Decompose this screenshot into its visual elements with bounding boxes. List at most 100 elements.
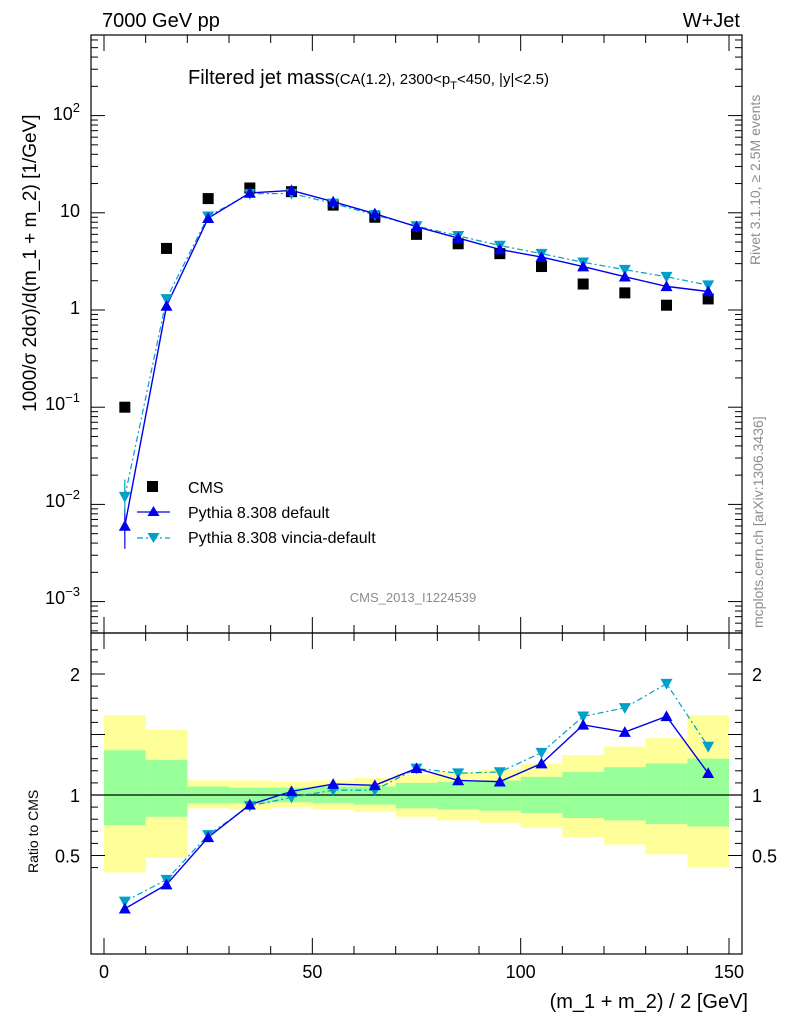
- series-line-vincia: [124, 192, 709, 497]
- ratio-default-point-10: [535, 757, 548, 769]
- ratio-vincia-point-14: [702, 741, 715, 753]
- default-point-8: [452, 232, 465, 243]
- band-inner-1: [145, 759, 188, 817]
- legend-marker-vincia: [147, 533, 160, 543]
- band-inner-13: [645, 763, 688, 825]
- vincia-point-12: [618, 264, 631, 276]
- default-point-1: [160, 299, 173, 311]
- ratio-uncertainty-bands: [104, 715, 729, 873]
- default-point-9: [493, 243, 506, 255]
- default-point-6: [368, 207, 381, 219]
- ratio-default-point-0: [118, 902, 131, 914]
- band-inner-0: [104, 750, 146, 826]
- ratio-default-point-12: [618, 726, 631, 737]
- cms-point-7: [411, 228, 422, 240]
- y-tick-label-1e2: 102: [53, 100, 80, 124]
- y-tick-label-1e-2: 10−2: [45, 487, 80, 511]
- x-axis-label: (m_1 + m_2) / 2 [GeV]: [550, 991, 748, 1013]
- band-inner-8: [437, 781, 479, 810]
- default-point-12: [618, 270, 631, 282]
- main-y-tick-labels: 10−3 10−2 10−1 1 10 102: [45, 100, 80, 608]
- legend-marker-default: [147, 506, 160, 516]
- ratio-y-axis-label: Ratio to CMS: [25, 790, 41, 873]
- y-tick-label-1e-3: 10−3: [45, 584, 80, 608]
- ratio-default-point-5: [327, 778, 340, 789]
- main-series-layer: [118, 182, 715, 549]
- ratio-tick-label-right-1: 1: [752, 786, 762, 806]
- ratio-vincia-point-10: [535, 747, 548, 759]
- default-point-0: [118, 519, 131, 531]
- default-point-5: [327, 195, 340, 207]
- vincia-point-0: [118, 491, 131, 503]
- default-point-11: [577, 260, 590, 272]
- analysis-watermark: CMS_2013_I1224539: [350, 590, 477, 605]
- cms-point-11: [577, 278, 589, 290]
- mcplots-label: mcplots.cern.ch [arXiv:1306.3436]: [750, 416, 766, 628]
- ratio-vincia-point-12: [618, 703, 631, 714]
- x-tick-labels: 0 50 100 150: [99, 962, 744, 982]
- ratio-series-clipped: [118, 678, 715, 914]
- ratio-default-point-11: [577, 718, 590, 730]
- ratio-plot-frame: [90, 632, 743, 955]
- vincia-point-1: [160, 294, 173, 305]
- legend-marker-cms: [147, 481, 158, 492]
- ratio-default-point-8: [452, 774, 465, 786]
- rivet-version-label: Rivet 3.1.10, ≥ 2.5M events: [747, 95, 763, 265]
- x-tick-label-100: 100: [506, 962, 536, 982]
- ratio-default-point-14: [702, 767, 715, 779]
- band-inner-12: [604, 767, 646, 821]
- x-tick-label-50: 50: [302, 962, 322, 982]
- ratio-default-point-2: [202, 831, 215, 843]
- ratio-tick-label-right-2: 2: [752, 665, 762, 685]
- main-y-axis-label: 1000/σ 2dσ)/d(m_1 + m_2) [1/GeV]: [20, 114, 41, 412]
- cms-point-2: [202, 193, 214, 205]
- y-tick-label-1: 1: [70, 298, 80, 318]
- ratio-vincia-point-11: [577, 711, 590, 723]
- default-point-13: [660, 280, 673, 292]
- cms-point-1: [161, 242, 172, 254]
- ratio-default-point-4: [285, 785, 298, 797]
- default-point-2: [202, 212, 215, 223]
- ratio-default-point-13: [660, 710, 673, 722]
- cms-point-12: [619, 287, 631, 299]
- ratio-default-point-1: [160, 878, 173, 890]
- default-point-14: [702, 285, 715, 297]
- ratio-vincia-point-9: [493, 767, 506, 779]
- ratio-vincia-point-0: [118, 896, 131, 908]
- cms-point-10: [536, 261, 547, 273]
- default-point-4: [285, 184, 298, 196]
- legend: CMS Pythia 8.308 default Pythia 8.308 vi…: [137, 480, 376, 547]
- axis-ticks: [91, 35, 742, 954]
- ratio-tick-label-0.5: 0.5: [55, 847, 80, 867]
- band-inner-3: [229, 787, 271, 804]
- cms-point-13: [661, 299, 672, 311]
- ratio-series-layer: [118, 678, 715, 914]
- ratio-default-point-6: [368, 779, 381, 791]
- legend-label-vincia: Pythia 8.308 vincia-default: [188, 530, 376, 547]
- ratio-vincia-point-8: [452, 768, 465, 780]
- cms-point-0: [119, 401, 131, 413]
- x-tick-label-150: 150: [714, 962, 744, 982]
- default-point-3: [243, 186, 256, 198]
- ratio-default-point-7: [410, 762, 423, 774]
- cms-point-14: [702, 293, 714, 305]
- ratio-vincia-point-13: [660, 678, 673, 690]
- y-tick-label-10: 10: [60, 201, 80, 221]
- vincia-point-13: [660, 271, 673, 283]
- y-tick-label-1e-1: 10−1: [45, 390, 80, 414]
- plot-title: Filtered jet mass(CA(1.2), 2300<pT<450, …: [188, 67, 549, 92]
- ratio-y-tick-labels: 0.5 1 2 0.5 1 2: [55, 665, 777, 867]
- process-label: W+Jet: [683, 10, 741, 32]
- default-point-7: [410, 220, 423, 232]
- ratio-tick-label-2: 2: [70, 665, 80, 685]
- ratio-tick-label-right-0.5: 0.5: [752, 847, 777, 867]
- ratio-tick-label-1: 1: [70, 786, 80, 806]
- default-point-10: [535, 251, 548, 262]
- legend-label-cms: CMS: [188, 480, 224, 497]
- cms-point-8: [452, 238, 464, 250]
- energy-label: 7000 GeV pp: [102, 10, 220, 32]
- x-tick-label-0: 0: [99, 962, 109, 982]
- legend-label-default: Pythia 8.308 default: [188, 505, 330, 522]
- ratio-default-point-9: [493, 775, 506, 787]
